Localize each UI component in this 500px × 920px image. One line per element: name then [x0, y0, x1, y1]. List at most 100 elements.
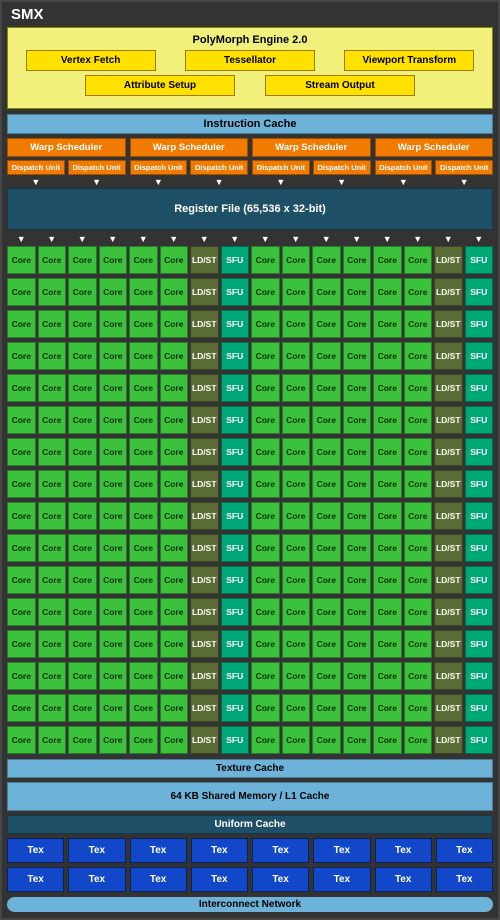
arrow-down-icon: ▼: [434, 234, 463, 244]
core-unit: Core: [312, 374, 341, 402]
sfu-unit: SFU: [221, 662, 250, 690]
dispatch-unit: Dispatch Unit: [190, 160, 248, 175]
core-unit: Core: [99, 278, 128, 306]
core-unit: Core: [312, 694, 341, 722]
core-unit: Core: [282, 342, 311, 370]
core-unit: Core: [7, 502, 36, 530]
core-unit: Core: [99, 406, 128, 434]
core-unit: Core: [7, 438, 36, 466]
core-unit: Core: [251, 470, 280, 498]
core-row: CoreCoreCoreCoreCoreCoreLD/STSFUCoreCore…: [7, 566, 493, 594]
core-unit: Core: [373, 726, 402, 754]
core-unit: Core: [129, 662, 158, 690]
sfu-unit: SFU: [465, 374, 494, 402]
ldst-unit: LD/ST: [434, 694, 463, 722]
core-unit: Core: [160, 630, 189, 658]
core-unit: Core: [312, 246, 341, 274]
core-unit: Core: [373, 278, 402, 306]
arrow-down-icon: ▼: [313, 177, 371, 187]
core-row: CoreCoreCoreCoreCoreCoreLD/STSFUCoreCore…: [7, 470, 493, 498]
core-row: CoreCoreCoreCoreCoreCoreLD/STSFUCoreCore…: [7, 534, 493, 562]
arrow-down-icon: ▼: [7, 177, 65, 187]
ldst-unit: LD/ST: [434, 598, 463, 626]
sfu-unit: SFU: [221, 630, 250, 658]
dispatch-unit: Dispatch Unit: [252, 160, 310, 175]
ldst-unit: LD/ST: [190, 246, 219, 274]
core-unit: Core: [7, 598, 36, 626]
core-unit: Core: [251, 662, 280, 690]
core-unit: Core: [129, 246, 158, 274]
tex-unit: Tex: [436, 838, 493, 863]
core-unit: Core: [343, 438, 372, 466]
sfu-unit: SFU: [465, 630, 494, 658]
core-unit: Core: [160, 694, 189, 722]
ldst-unit: LD/ST: [190, 342, 219, 370]
core-unit: Core: [373, 246, 402, 274]
arrow-down-icon: ▼: [68, 177, 126, 187]
tex-unit: Tex: [130, 867, 187, 892]
core-unit: Core: [7, 630, 36, 658]
core-unit: Core: [38, 662, 67, 690]
core-unit: Core: [251, 246, 280, 274]
core-unit: Core: [68, 694, 97, 722]
core-grid: CoreCoreCoreCoreCoreCoreLD/STSFUCoreCore…: [7, 246, 493, 754]
register-file-bar: Register File (65,536 x 32-bit): [7, 188, 493, 230]
warp-scheduler: Warp Scheduler: [7, 138, 126, 157]
dispatch-unit: Dispatch Unit: [130, 160, 188, 175]
warp-scheduler-row: Warp SchedulerWarp SchedulerWarp Schedul…: [7, 138, 493, 157]
core-unit: Core: [68, 246, 97, 274]
core-unit: Core: [99, 470, 128, 498]
core-unit: Core: [38, 502, 67, 530]
sfu-unit: SFU: [221, 726, 250, 754]
tex-unit: Tex: [375, 838, 432, 863]
core-unit: Core: [38, 598, 67, 626]
core-unit: Core: [282, 598, 311, 626]
core-unit: Core: [282, 630, 311, 658]
core-unit: Core: [404, 342, 433, 370]
core-unit: Core: [160, 406, 189, 434]
core-unit: Core: [129, 406, 158, 434]
core-unit: Core: [68, 726, 97, 754]
core-unit: Core: [99, 726, 128, 754]
tex-unit: Tex: [130, 838, 187, 863]
core-unit: Core: [404, 502, 433, 530]
core-row: CoreCoreCoreCoreCoreCoreLD/STSFUCoreCore…: [7, 310, 493, 338]
ldst-unit: LD/ST: [434, 630, 463, 658]
core-unit: Core: [373, 630, 402, 658]
core-unit: Core: [99, 342, 128, 370]
polymorph-stage: Stream Output: [265, 75, 415, 96]
core-unit: Core: [373, 438, 402, 466]
core-unit: Core: [373, 310, 402, 338]
core-unit: Core: [282, 534, 311, 562]
core-unit: Core: [343, 726, 372, 754]
core-unit: Core: [251, 278, 280, 306]
arrow-down-icon: ▼: [375, 177, 433, 187]
core-unit: Core: [404, 278, 433, 306]
smx-block: SMX PolyMorph Engine 2.0 Vertex FetchTes…: [0, 0, 500, 920]
arrow-down-icon: ▼: [99, 234, 128, 244]
core-unit: Core: [38, 630, 67, 658]
core-unit: Core: [373, 374, 402, 402]
sfu-unit: SFU: [221, 438, 250, 466]
sfu-unit: SFU: [221, 534, 250, 562]
core-unit: Core: [312, 342, 341, 370]
core-unit: Core: [160, 502, 189, 530]
core-unit: Core: [7, 694, 36, 722]
core-unit: Core: [68, 566, 97, 594]
core-unit: Core: [68, 310, 97, 338]
ldst-unit: LD/ST: [190, 534, 219, 562]
core-unit: Core: [282, 374, 311, 402]
core-unit: Core: [343, 566, 372, 594]
core-unit: Core: [282, 662, 311, 690]
core-unit: Core: [129, 278, 158, 306]
core-unit: Core: [129, 310, 158, 338]
core-unit: Core: [7, 406, 36, 434]
core-unit: Core: [68, 470, 97, 498]
core-unit: Core: [7, 342, 36, 370]
core-unit: Core: [68, 374, 97, 402]
tex-unit: Tex: [313, 867, 370, 892]
core-unit: Core: [343, 694, 372, 722]
core-unit: Core: [7, 566, 36, 594]
core-row: CoreCoreCoreCoreCoreCoreLD/STSFUCoreCore…: [7, 278, 493, 306]
core-unit: Core: [404, 246, 433, 274]
